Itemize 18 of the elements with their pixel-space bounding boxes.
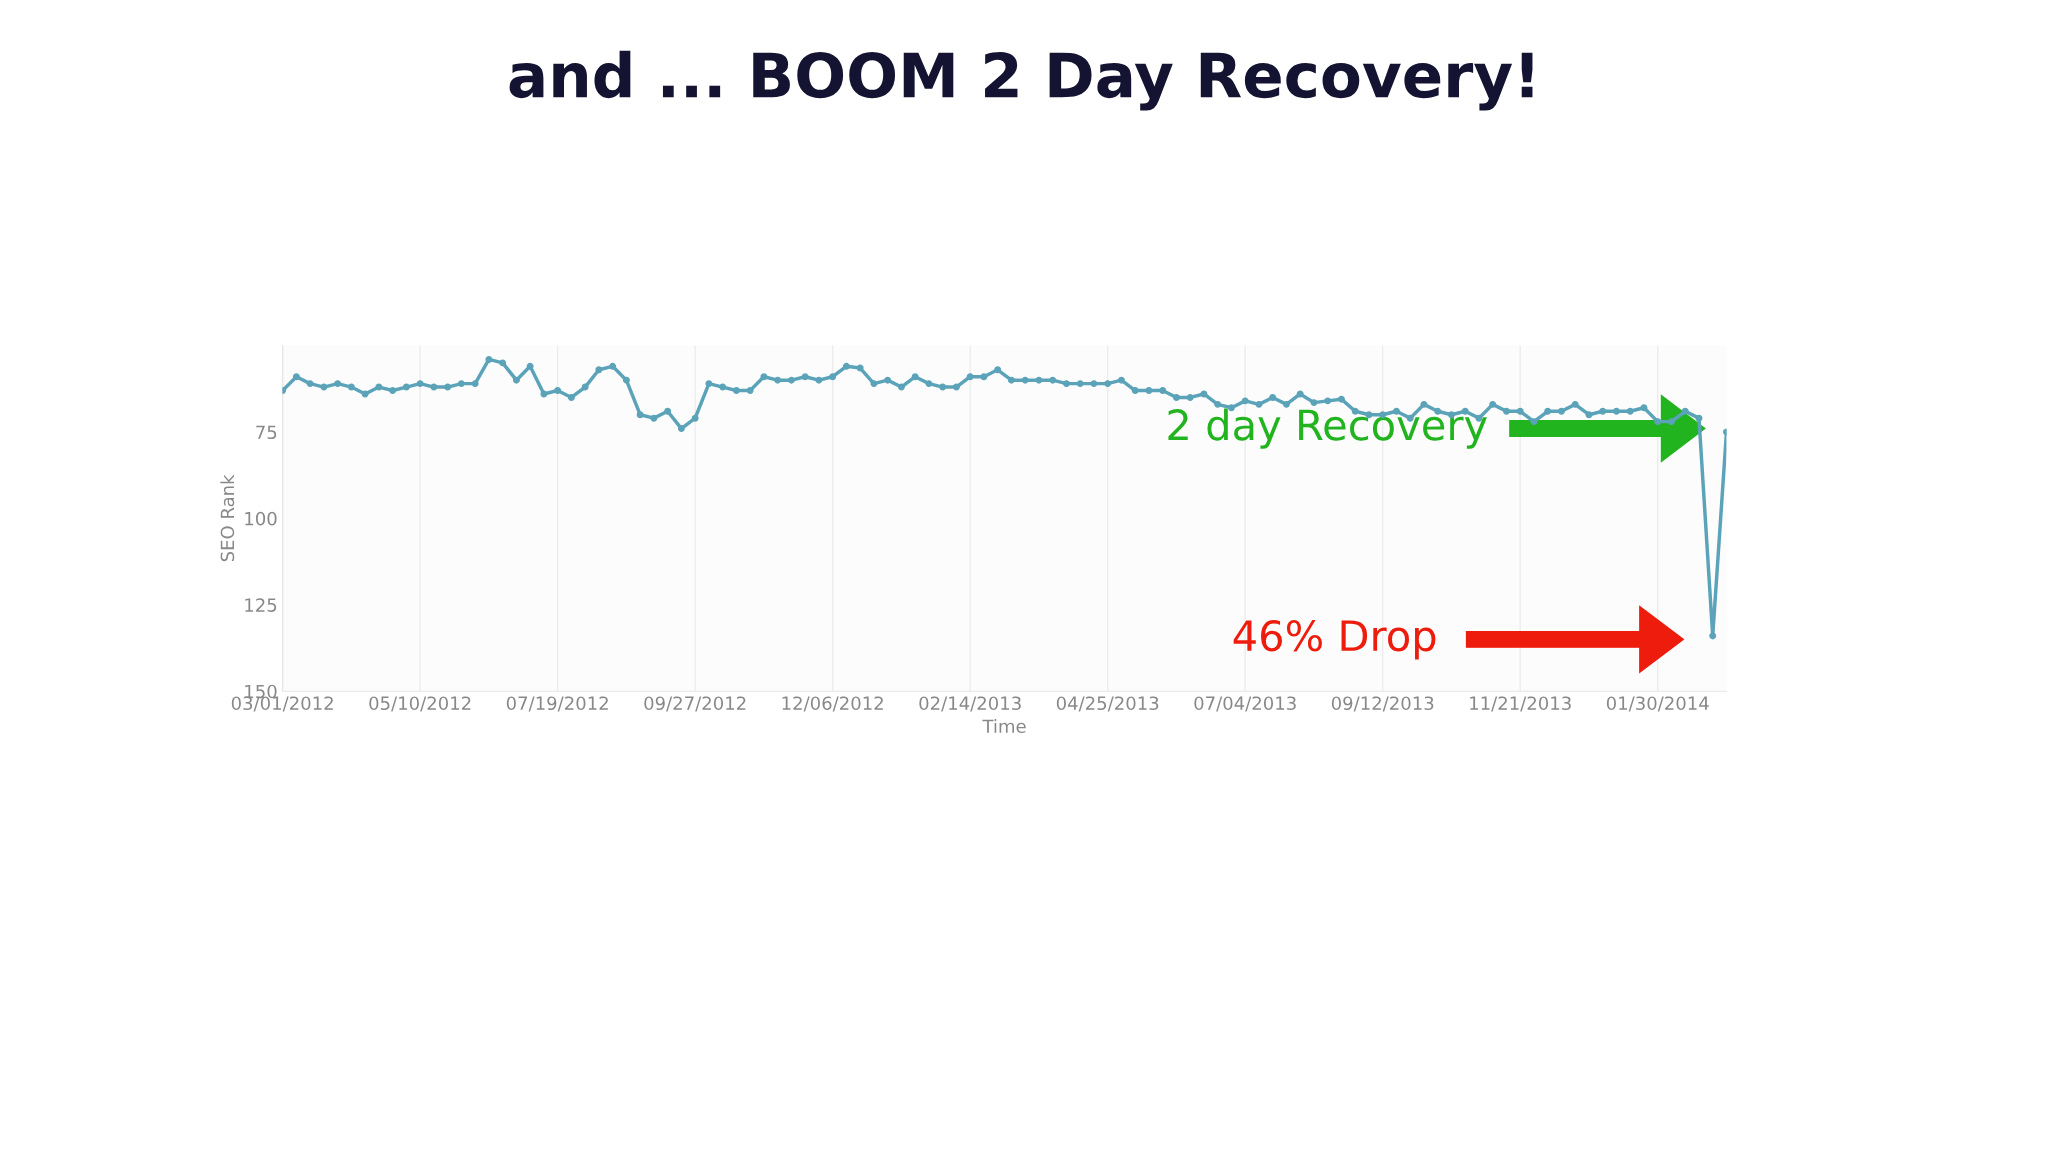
annotation: 46% Drop <box>1233 619 1436 660</box>
chart-title: and ... BOOM 2 Day Recovery! <box>509 50 1533 111</box>
x-tick-label: 02/14/2013 <box>919 696 1021 712</box>
x-axis-title: Time <box>982 719 1026 734</box>
x-tick-label: 09/27/2012 <box>644 696 746 712</box>
x-tick-label: 11/21/2013 <box>1470 696 1571 712</box>
x-tick-label: 12/06/2012 <box>782 696 883 712</box>
y-axis-title: SEO Rank <box>220 474 235 562</box>
y-tick-label: 125 <box>245 598 277 612</box>
y-tick-label: 75 <box>256 425 277 440</box>
x-tick-label: 09/12/2013 <box>1331 696 1434 712</box>
y-tick-label: 100 <box>245 511 277 526</box>
x-tick-label: 07/04/2013 <box>1194 696 1296 712</box>
x-tick-label: 07/19/2012 <box>506 696 608 712</box>
x-tick-label: 01/30/2014 <box>1606 696 1709 712</box>
x-tick-label: 05/10/2012 <box>369 696 471 712</box>
x-tick-label: 04/25/2013 <box>1056 696 1159 712</box>
annotation: 2 day Recovery <box>1168 408 1487 449</box>
